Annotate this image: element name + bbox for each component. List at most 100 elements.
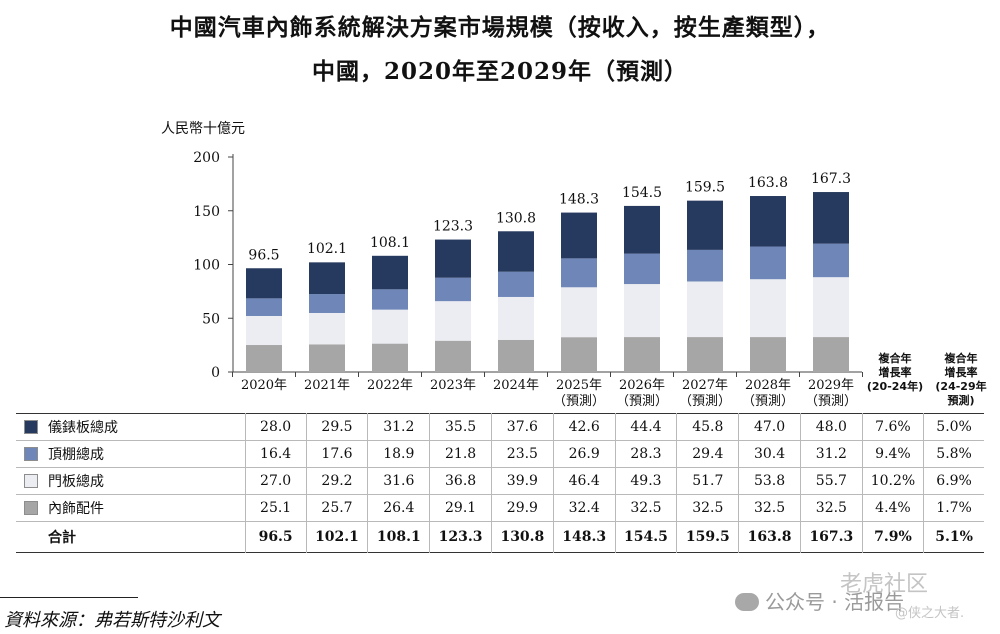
row-label-cell: 內飾配件 bbox=[16, 495, 245, 522]
cagr-cell: 7.9% bbox=[861, 521, 924, 553]
y-tick-label: 0 bbox=[211, 365, 220, 381]
table-cell: 55.7 bbox=[799, 467, 863, 495]
bar-segment bbox=[561, 287, 597, 338]
table-cell: 29.1 bbox=[429, 494, 492, 522]
bar-total-label: 148.3 bbox=[559, 192, 599, 208]
table-cell: 28.0 bbox=[244, 413, 307, 441]
bar-segment bbox=[498, 296, 534, 340]
table-cell: 154.5 bbox=[614, 521, 677, 553]
table-cell: 28.3 bbox=[614, 440, 677, 468]
watermark-line-3: @侠之大者. bbox=[895, 606, 965, 621]
table-row: 頂棚總成 16.4 17.6 18.9 21.8 23.5 26.9 28.3 29.4 30.4… bbox=[16, 440, 984, 468]
table-cell: 32.5 bbox=[676, 494, 739, 522]
bar-segment bbox=[687, 281, 723, 338]
y-tick-label: 150 bbox=[193, 204, 220, 220]
bar-segment bbox=[624, 284, 660, 338]
table-cell: 108.1 bbox=[367, 521, 430, 553]
bar-segment bbox=[813, 337, 849, 372]
table-cell: 21.8 bbox=[429, 440, 492, 468]
legend-swatch bbox=[24, 447, 38, 461]
x-tick-label: 2028年 bbox=[745, 378, 791, 393]
cagr-header-line: 增長率 bbox=[944, 366, 978, 379]
data-table-body: 儀錶板總成 28.0 29.5 31.2 35.5 37.6 42.6 44.4 45.8 47.… bbox=[16, 413, 984, 553]
row-label-cell: 門板總成 bbox=[16, 468, 245, 495]
bar-segment bbox=[435, 301, 471, 341]
bar-segment bbox=[246, 268, 282, 299]
bar-segment bbox=[435, 277, 471, 302]
bar-segment bbox=[498, 339, 534, 372]
table-cell: 42.6 bbox=[552, 413, 616, 441]
bar-total-label: 167.3 bbox=[811, 171, 851, 187]
x-tick-label: 2027年 bbox=[682, 378, 728, 393]
table-cell: 29.2 bbox=[305, 467, 368, 495]
table-cell: 18.9 bbox=[367, 440, 430, 468]
table-cell: 16.4 bbox=[244, 440, 307, 468]
bar-segment bbox=[813, 192, 849, 244]
table-cell: 26.9 bbox=[552, 440, 616, 468]
table-cell: 123.3 bbox=[429, 521, 492, 553]
table-cell: 30.4 bbox=[738, 440, 801, 468]
table-cell: 25.7 bbox=[305, 494, 368, 522]
cagr-header-2020-2024: 複合年 增長率 (20-24年) bbox=[862, 352, 928, 394]
bar-segment bbox=[309, 312, 345, 345]
bar-segment bbox=[372, 255, 408, 290]
table-cell: 32.4 bbox=[552, 494, 616, 522]
cagr-cell: 7.6% bbox=[861, 413, 924, 441]
table-cell: 32.5 bbox=[738, 494, 801, 522]
bar-segment bbox=[309, 294, 345, 313]
source-divider bbox=[0, 597, 138, 598]
table-cell: 29.4 bbox=[676, 440, 739, 468]
table-cell: 31.2 bbox=[799, 440, 863, 468]
bar-segment bbox=[624, 337, 660, 372]
bar-segment bbox=[561, 337, 597, 372]
table-total-row: 合計 96.5 102.1 108.1 123.3 130.8 148.3 154.5 159.… bbox=[16, 521, 984, 553]
table-cell: 31.2 bbox=[367, 413, 430, 441]
source-note: 資料來源：弗若斯特沙利文 bbox=[4, 610, 220, 631]
bar-total-label: 154.5 bbox=[622, 185, 662, 201]
x-tick-note: （預測） bbox=[553, 394, 605, 409]
legend-swatch bbox=[24, 420, 38, 434]
bar-segment bbox=[498, 231, 534, 272]
bar-segment bbox=[813, 243, 849, 278]
row-label-cell: 合計 bbox=[16, 522, 245, 553]
cagr-cell: 10.2% bbox=[861, 467, 924, 495]
table-row: 儀錶板總成 28.0 29.5 31.2 35.5 37.6 42.6 44.4 45.8 47.… bbox=[16, 413, 984, 441]
table-cell: 32.5 bbox=[614, 494, 677, 522]
cagr-header-line: 增長率 bbox=[878, 366, 912, 379]
table-cell: 96.5 bbox=[244, 521, 307, 553]
watermark-line-1: 老虎社区 bbox=[840, 572, 929, 597]
table-cell: 47.0 bbox=[738, 413, 801, 441]
bar-segment bbox=[435, 340, 471, 372]
table-cell: 25.1 bbox=[244, 494, 307, 522]
bar-total-label: 159.5 bbox=[685, 180, 725, 196]
bar-segment bbox=[687, 337, 723, 372]
y-axis-unit-label: 人民幣十億元 bbox=[161, 121, 245, 137]
bar-segment bbox=[372, 309, 408, 344]
row-label: 頂棚總成 bbox=[48, 447, 104, 463]
cagr-cell: 6.9% bbox=[923, 467, 984, 495]
table-cell: 36.8 bbox=[429, 467, 492, 495]
cagr-cell: 5.1% bbox=[923, 521, 984, 553]
bar-total-label: 163.8 bbox=[748, 175, 788, 191]
bar-segment bbox=[561, 212, 597, 259]
bar-segment bbox=[750, 246, 786, 280]
x-tick-note: （預測） bbox=[742, 394, 794, 409]
table-cell: 35.5 bbox=[429, 413, 492, 441]
row-label: 內飾配件 bbox=[48, 501, 104, 517]
cagr-cell: 4.4% bbox=[861, 494, 924, 522]
bar-segment bbox=[309, 262, 345, 295]
table-cell: 159.5 bbox=[676, 521, 739, 553]
table-cell: 53.8 bbox=[738, 467, 801, 495]
cagr-header-2024-2029: 複合年 增長率 (24-29年 預測) bbox=[928, 352, 994, 408]
bar-segment bbox=[624, 253, 660, 285]
table-cell: 37.6 bbox=[490, 413, 554, 441]
cagr-cell: 5.0% bbox=[923, 413, 984, 441]
cagr-header-line: 預測) bbox=[947, 394, 975, 407]
bar-segment bbox=[750, 279, 786, 338]
x-tick-label: 2020年 bbox=[241, 378, 287, 393]
table-cell: 46.4 bbox=[552, 467, 616, 495]
row-label: 儀錶板總成 bbox=[48, 420, 118, 436]
bar-segment bbox=[309, 344, 345, 372]
table-cell: 167.3 bbox=[799, 521, 863, 553]
bar-segment bbox=[750, 196, 786, 247]
